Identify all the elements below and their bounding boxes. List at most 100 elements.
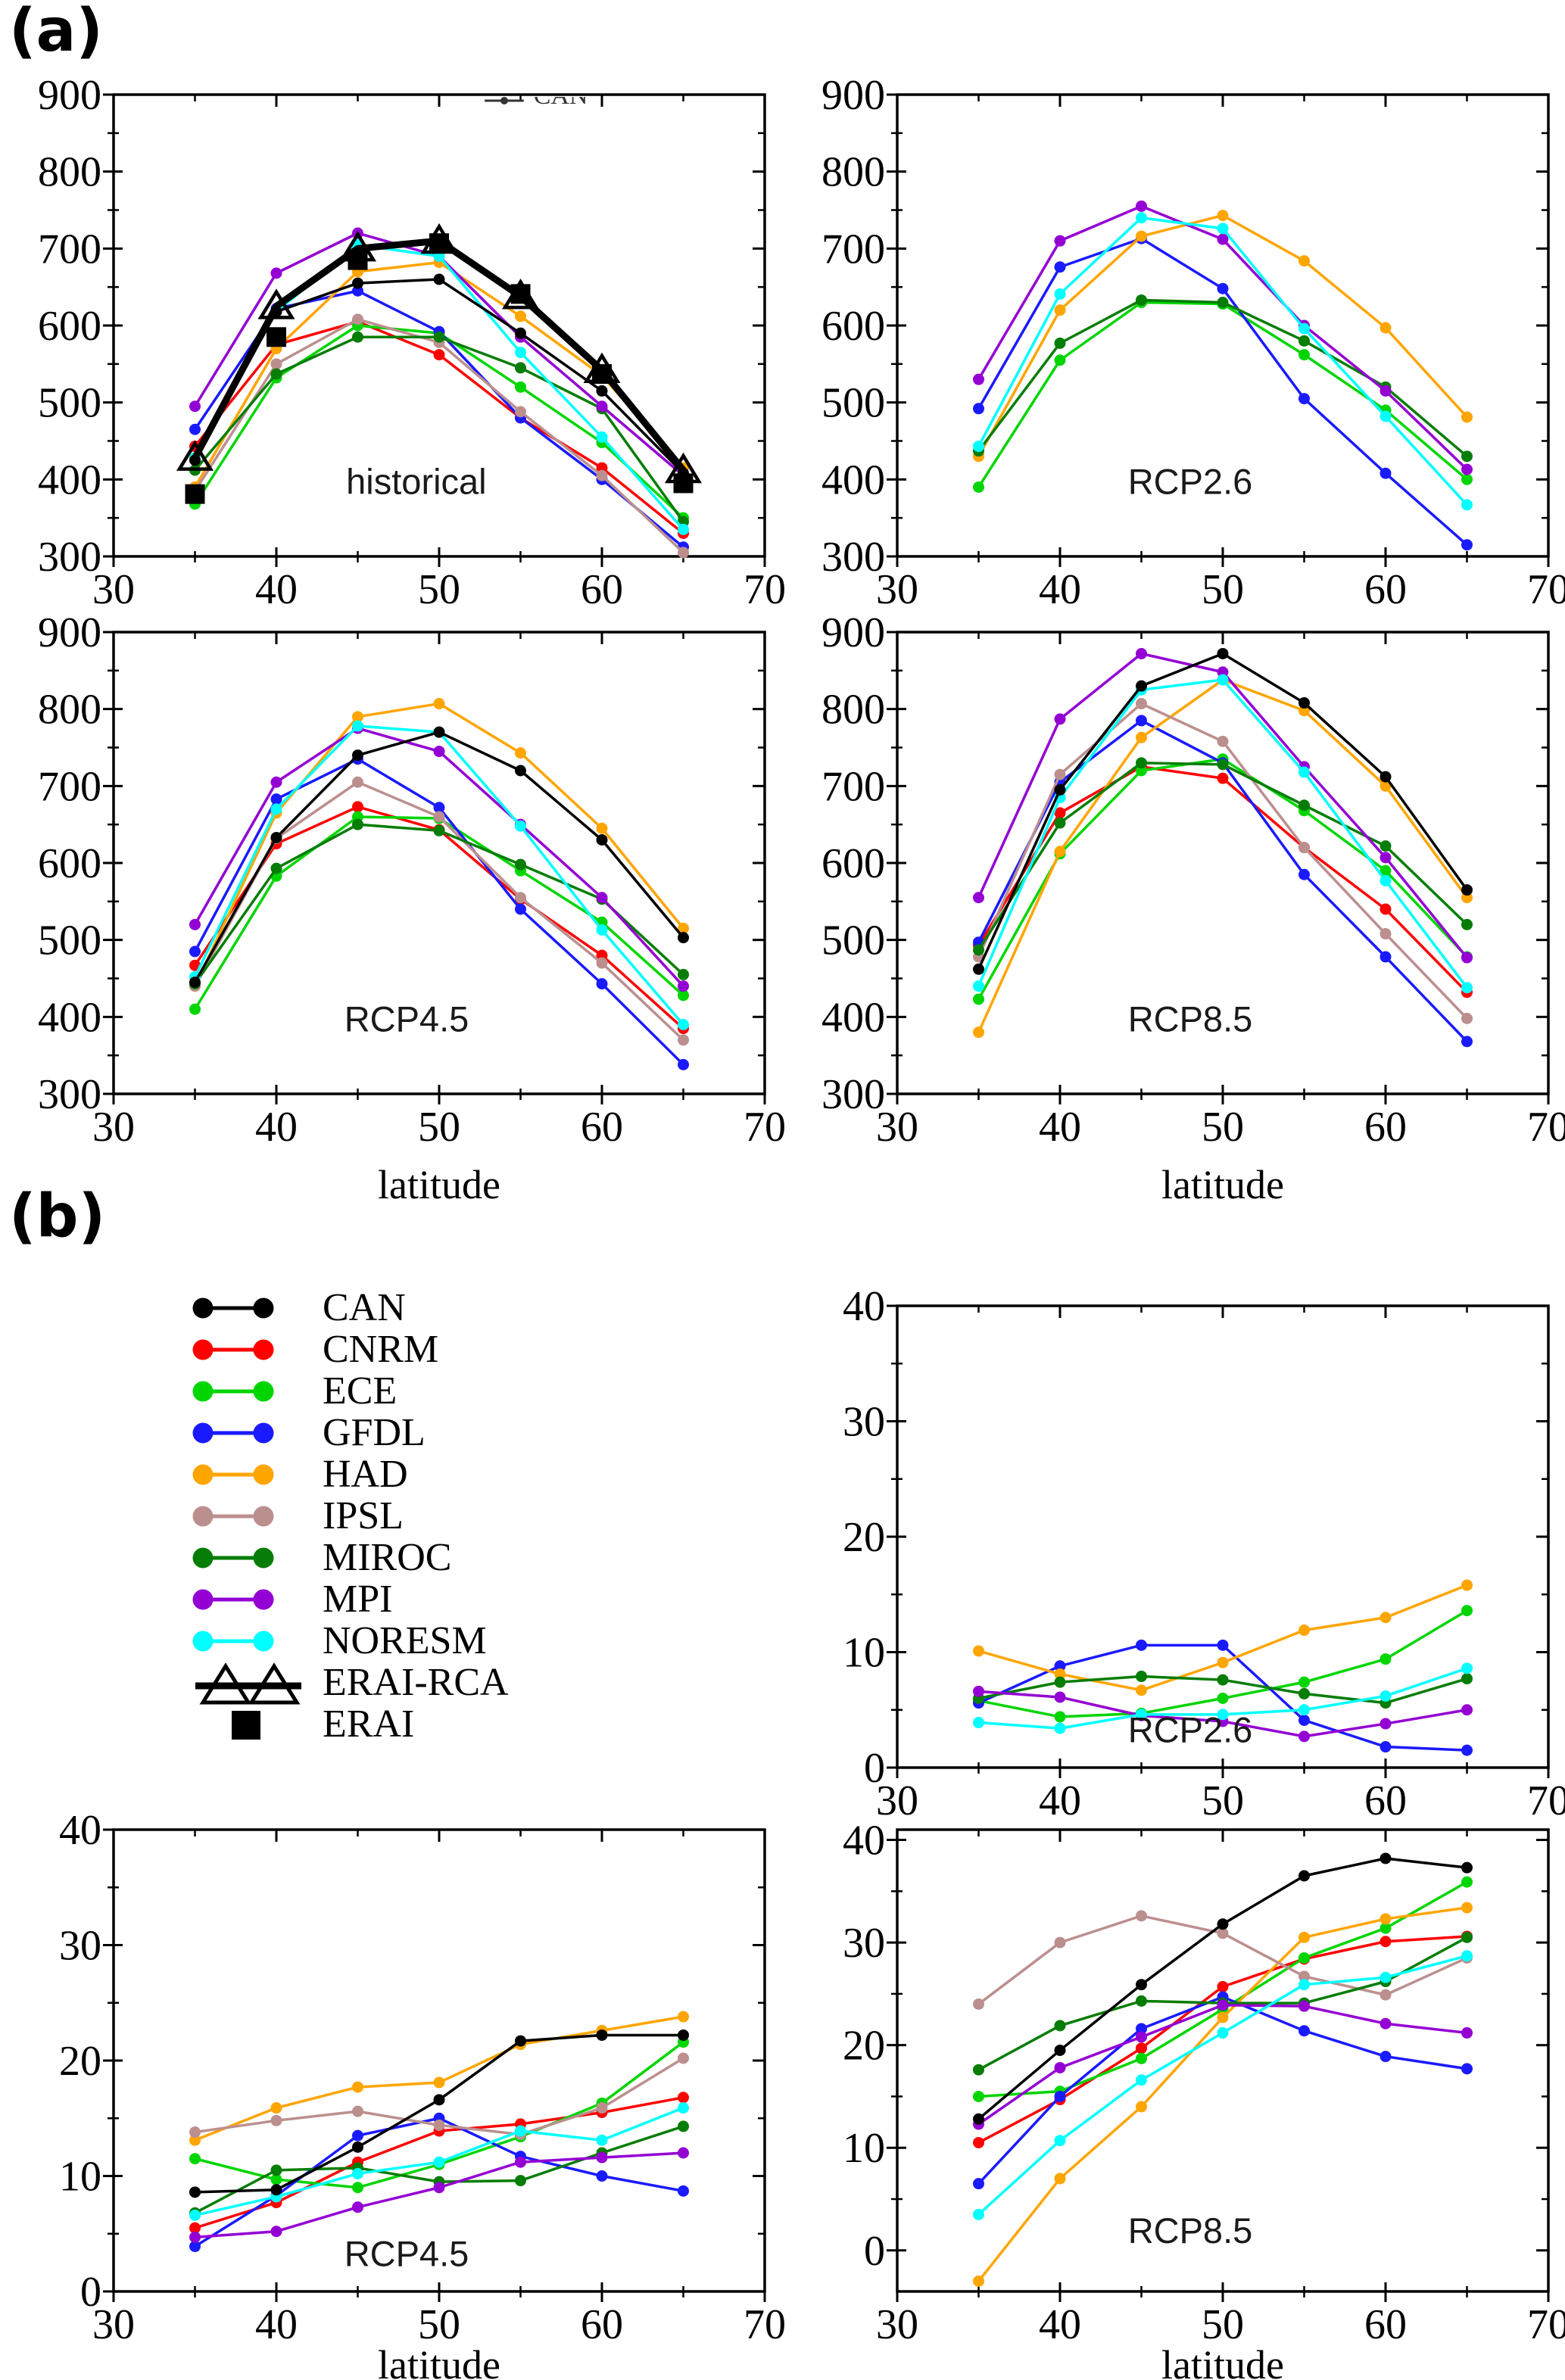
y-tick-label: 30 [843,1920,885,1967]
y-tick-label: 500 [38,380,101,427]
legend-item-ipsl: IPSL [189,1494,659,1537]
y-tick-label: 300 [38,1071,101,1118]
series-MPI [973,1685,1473,1743]
triangle-line-icon [195,1662,301,1704]
chart-annotation: RCP2.6 [1128,1709,1253,1749]
x-tick-label: 30 [876,2301,918,2348]
y-tick-label: 400 [821,994,885,1041]
x-tick-label: 50 [1202,1104,1244,1151]
x-tick-label: 70 [1527,566,1565,606]
x-tick-label: 50 [1202,2301,1244,2348]
x-tick-label: 30 [876,566,918,606]
y-tick-label: 400 [38,994,101,1041]
clipped-legend-fragment: CAN [485,97,588,107]
legend-label: ERAI [323,1702,415,1746]
chart-rcp26_a-canvas: 30 40 50 60 70 300 400 500 600 700 800 900 RCP2.6 [821,72,1565,606]
axis-ticks [103,1828,766,2302]
y-tick-label: 40 [843,1818,885,1864]
chart-rcp26-b: 30 40 50 60 70 0 10 20 30 40 RCP2.6 [806,1276,1565,1817]
x-tick-label: 60 [581,1104,623,1151]
legend-label: ERAI-RCA [323,1661,509,1704]
x-tick-label: 60 [581,2301,623,2348]
x-tick-label: 40 [1039,2301,1081,2348]
chart-annotation: historical [346,462,486,502]
x-tick-label: 70 [744,566,786,606]
chart-annotation: RCP8.5 [1128,2210,1253,2251]
y-tick-label: 20 [59,2038,101,2085]
x-tick-label: 50 [418,2301,460,2348]
x-tick-label: 60 [1364,566,1407,606]
series-MPI [973,1999,1473,2130]
y-tick-label: 700 [38,763,101,810]
legend-item-cnrm: CNRM [189,1328,659,1371]
chart-annotation: RCP2.6 [1128,462,1253,502]
series-GFDL [973,232,1473,551]
series-CAN [189,726,689,989]
y-tick-label: 20 [843,2023,885,2070]
x-tick-label: 40 [255,1104,298,1151]
y-tick-label: 0 [864,1745,885,1792]
x-axis-title: latitude [378,2342,500,2380]
y-tick-label: 700 [38,226,101,273]
line-dot-icon [192,1631,274,1651]
series-HAD [973,210,1473,463]
legend-label: NORESM [323,1619,487,1662]
line-dot-icon [192,1547,274,1568]
x-tick-label: 30 [876,1104,918,1151]
y-tick-label: 700 [821,763,885,810]
y-tick-label: 500 [821,380,885,427]
x-tick-label: 50 [1202,1777,1244,1817]
x-axis-title: latitude [1161,2342,1284,2380]
line-dot-icon [192,1506,274,1526]
legend-label: HAD [323,1453,408,1496]
legend-item-noresm: NORESM [189,1619,659,1662]
line-dot-icon [192,1297,274,1318]
y-tick-label: 40 [59,1811,101,1854]
legend-label: MIROC [323,1536,452,1579]
legend-label: MPI [323,1578,393,1621]
x-tick-label: 50 [1202,566,1244,606]
y-tick-label: 0 [80,2269,101,2316]
legend-label: GFDL [323,1411,426,1454]
series-IPSL [973,698,1473,1024]
chart-annotation: RCP4.5 [344,2233,469,2273]
chart-rcp85_b-canvas: 30 40 50 60 70 0 10 20 30 40 RCP8.5 latitude [843,1818,1565,2380]
legend-label: ECE [323,1369,397,1413]
series-ERAI [185,233,694,504]
x-tick-label: 40 [255,566,298,606]
legend-item-miroc: MIROC [189,1536,659,1579]
series-CAN [189,2029,689,2198]
y-tick-label: 900 [38,609,101,656]
y-tick-label: 30 [59,1923,101,1970]
series-CAN [973,1852,1473,2125]
chart-rcp45_b-canvas: 30 40 50 60 70 0 10 20 30 40 RCP4.5 latitude [59,1811,786,2380]
legend-item-can: CAN [189,1286,659,1329]
series-NORESM [973,1950,1473,2220]
legend-item-erai-rca: ERAI-RCA [189,1661,659,1704]
x-tick-label: 60 [1364,2301,1407,2348]
series-NORESM [189,720,689,1030]
y-tick-label: 900 [821,72,885,119]
y-tick-label: 600 [821,303,885,350]
y-tick-label: 600 [38,303,101,350]
axis-ticks [887,93,1550,567]
chart-historical-canvas: 30 40 50 60 70 300 400 500 600 700 800 900 historica… [38,72,786,606]
x-tick-label: 40 [1039,1777,1081,1817]
x-tick-label: 70 [1527,2301,1565,2348]
legend-item-erai: ERAI [189,1702,659,1746]
chart-rcp45-b: 30 40 50 60 70 0 10 20 30 40 RCP4.5 latitude [23,1811,787,2380]
axis-ticks [103,631,766,1104]
legend-item-had: HAD [189,1453,659,1496]
series-NORESM [973,674,1473,994]
y-tick-label: 300 [38,534,101,581]
x-axis-title: latitude [1161,1162,1284,1200]
y-tick-label: 400 [38,456,101,503]
legend-label: IPSL [323,1494,404,1537]
y-tick-label: 10 [59,2154,101,2201]
legend-item-mpi: MPI [189,1578,659,1621]
series-NORESM [973,212,1473,511]
y-tick-label: 500 [821,917,885,964]
legend-label: CAN [323,1286,406,1329]
y-tick-label: 500 [38,917,101,964]
